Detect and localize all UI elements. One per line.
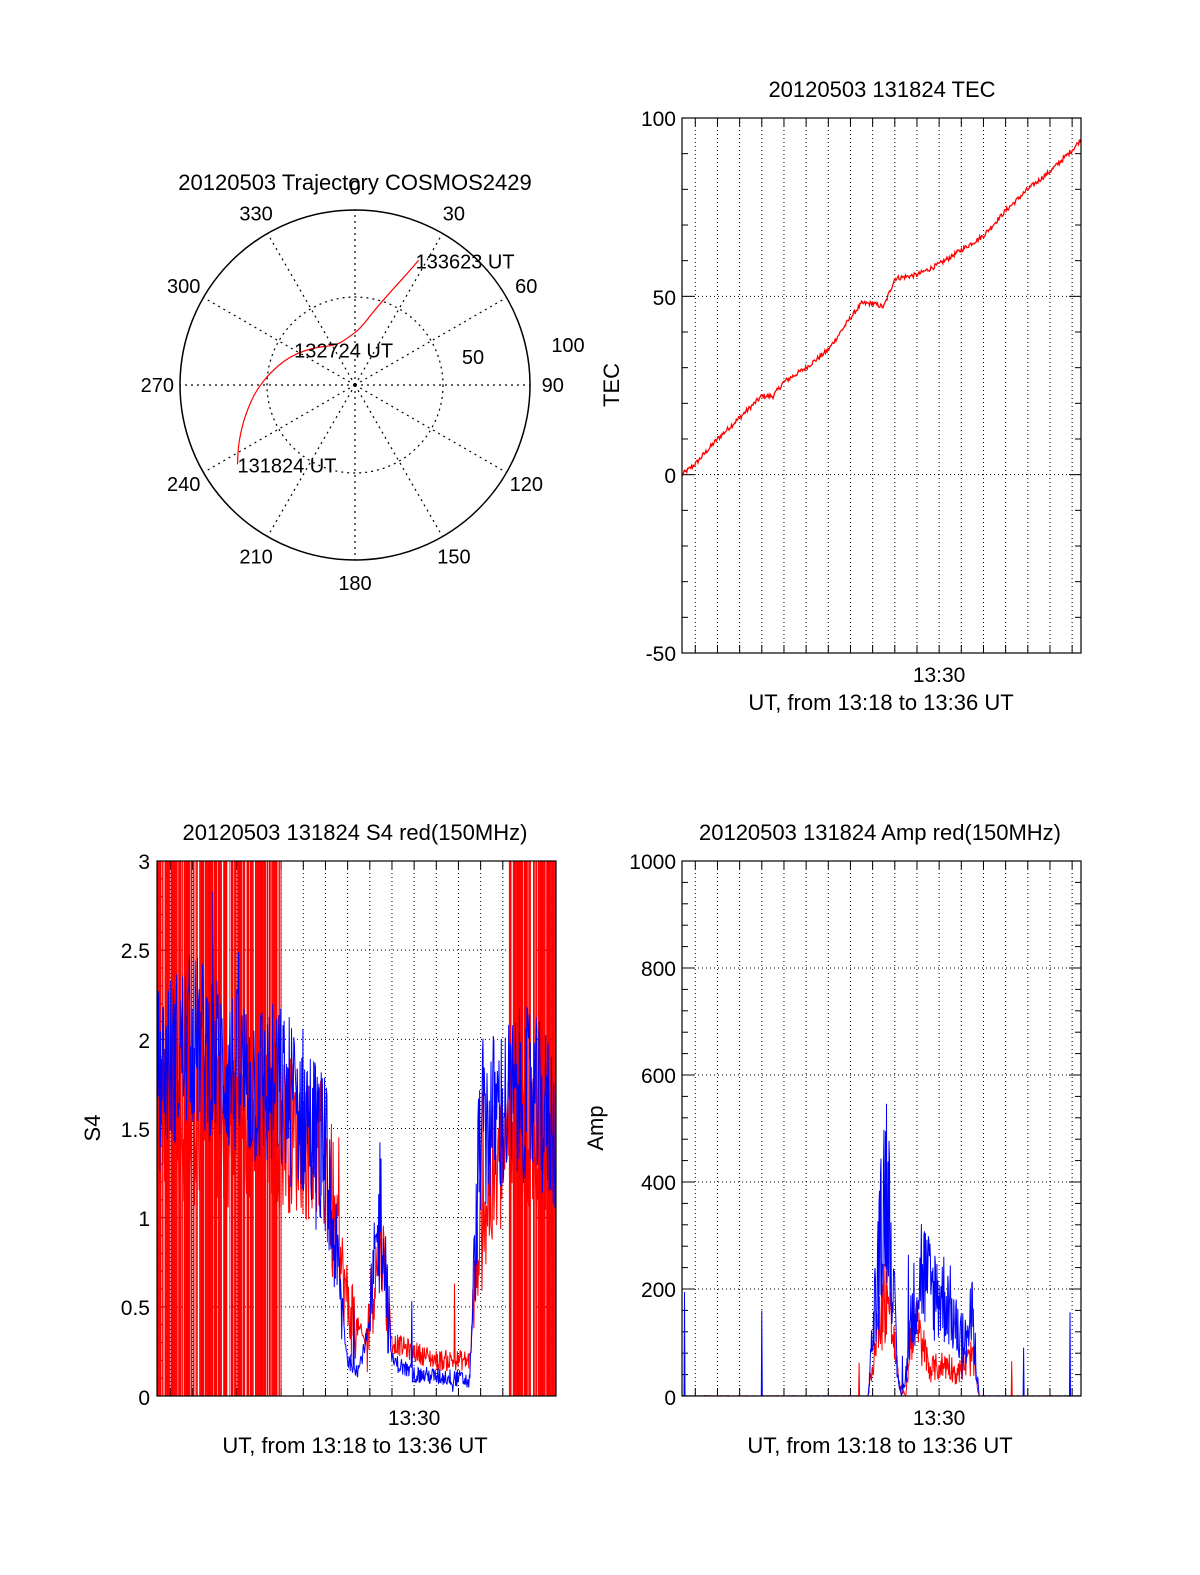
amp-ytick-1000: 1000: [629, 851, 676, 874]
s4-ytick-0: 0: [138, 1387, 150, 1410]
angle-label-60: 60: [515, 276, 537, 298]
amp-panel: 20120503 131824 Amp red(150MHz) 1000 800…: [583, 820, 1082, 1458]
amp-ytick-400: 400: [641, 1172, 676, 1195]
polar-spoke-240: [203, 384, 356, 474]
s4-ytick-0-5: 0.5: [121, 1297, 150, 1320]
polar-spoke-330: [266, 233, 356, 386]
polar-inner-ring: [266, 296, 444, 474]
angle-label-270: 270: [141, 375, 174, 397]
trajectory-title: 20120503 Trajectory COSMOS2429: [178, 170, 531, 195]
annotation-end-time: 133623 UT: [416, 251, 515, 273]
angle-label-0: 0: [349, 177, 360, 199]
s4-plot-frame: [156, 860, 557, 1397]
tec-grid: [682, 118, 1081, 653]
polar-spoke-120: [354, 384, 507, 474]
angle-label-120: 120: [510, 474, 543, 496]
trajectory-panel: 20120503 Trajectory COSMOS2429 0 30 60 9…: [141, 170, 585, 595]
angle-label-180: 180: [338, 573, 371, 595]
s4-ytick-1: 1: [138, 1208, 150, 1231]
tec-ylabel: TEC: [599, 363, 624, 407]
s4-panel: 20120503 131824 S4 red(150MHz) 3 2.5 2 1…: [80, 820, 557, 1458]
polar-spoke-30: [354, 233, 444, 386]
tec-xtick-1330: 13:30: [913, 664, 966, 687]
annotation-start-time: 131824 UT: [238, 455, 337, 477]
tec-minor-ticks: [682, 117, 1081, 654]
tec-series-red: [681, 138, 1082, 477]
tec-panel: 20120503 131824 TEC 100 50 0 -50 13:30 U…: [599, 77, 1082, 715]
polar-spoke-150: [354, 384, 444, 537]
s4-ytick-2-5: 2.5: [121, 940, 150, 963]
polar-angle-labels: 0 30 60 90 120 150 180 210 240 270 300 3…: [141, 177, 564, 595]
tec-ytick-0: 0: [664, 465, 676, 488]
radial-label-50: 50: [462, 347, 484, 369]
amp-grid: [682, 861, 1081, 1396]
tec-ytick-100: 100: [641, 108, 676, 131]
amp-xlabel: UT, from 13:18 to 13:36 UT: [747, 1433, 1012, 1458]
angle-label-30: 30: [443, 204, 465, 226]
radial-label-100: 100: [551, 335, 584, 357]
s4-title: 20120503 131824 S4 red(150MHz): [183, 820, 528, 845]
tec-xlabel: UT, from 13:18 to 13:36 UT: [748, 690, 1013, 715]
s4-xlabel: UT, from 13:18 to 13:36 UT: [222, 1433, 487, 1458]
angle-label-330: 330: [239, 204, 272, 226]
angle-label-240: 240: [167, 474, 200, 496]
s4-series-red: [156, 1003, 557, 1373]
amp-ytick-200: 200: [641, 1279, 676, 1302]
amp-plot-frame: [681, 860, 1082, 1397]
trajectory-line: [236, 259, 420, 465]
angle-label-300: 300: [167, 276, 200, 298]
polar-spoke-300: [203, 296, 356, 386]
amp-ylabel: Amp: [583, 1105, 608, 1150]
s4-ytick-1-5: 1.5: [121, 1119, 150, 1142]
amp-ytick-800: 800: [641, 958, 676, 981]
amp-minor-ticks: [682, 860, 1081, 1397]
s4-xtick-1330: 13:30: [388, 1407, 441, 1430]
angle-label-210: 210: [239, 546, 272, 568]
tec-ytick-50: 50: [653, 287, 676, 310]
s4-ytick-3: 3: [138, 851, 150, 874]
polar-spoke-210: [266, 384, 356, 537]
polar-spoke-60: [354, 296, 507, 386]
amp-ytick-0: 0: [664, 1387, 676, 1410]
angle-label-90: 90: [542, 375, 564, 397]
amp-ytick-600: 600: [641, 1065, 676, 1088]
s4-ylabel: S4: [80, 1115, 105, 1142]
amp-xtick-1330: 13:30: [913, 1407, 966, 1430]
tec-plot-frame: [681, 117, 1082, 654]
annotation-mid-time: 132724 UT: [294, 340, 393, 362]
tec-ytick-minus50: -50: [646, 643, 676, 666]
tec-title: 20120503 131824 TEC: [768, 77, 995, 102]
s4-series-blue: [156, 891, 557, 1392]
polar-spokes: [180, 210, 530, 560]
s4-ytick-2: 2: [138, 1030, 150, 1053]
amp-series-blue: [682, 1103, 1082, 1397]
angle-label-150: 150: [437, 546, 470, 568]
amp-title: 20120503 131824 Amp red(150MHz): [699, 820, 1061, 845]
